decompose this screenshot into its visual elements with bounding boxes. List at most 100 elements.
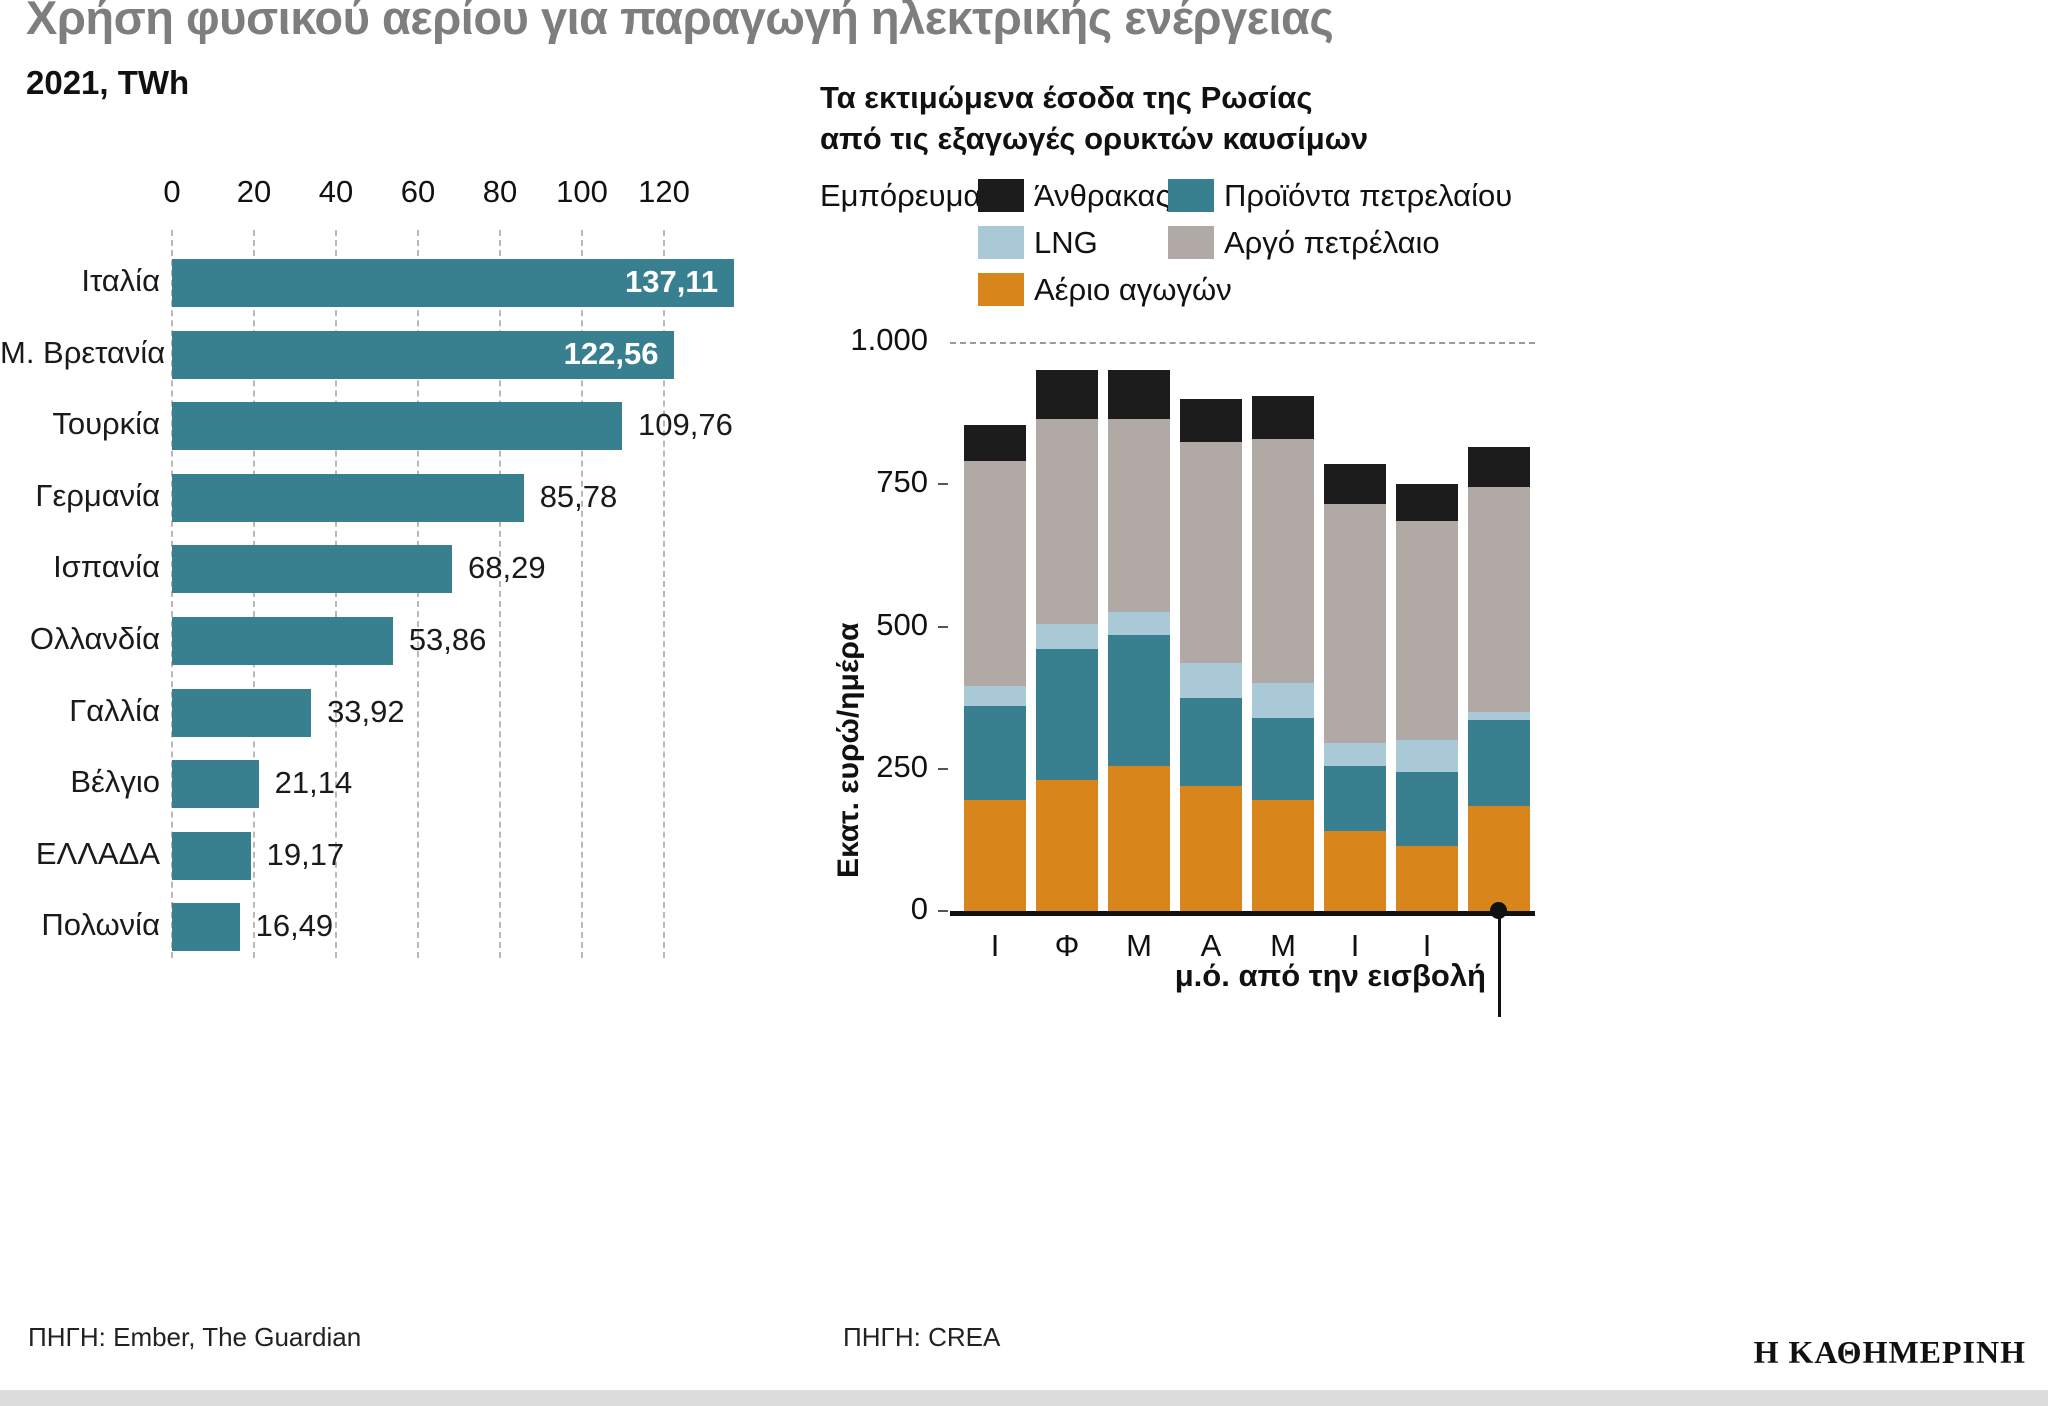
bar-value-label: 109,76 [638,407,733,443]
annotation-label: μ.ό. από την εισβολή [1174,958,1486,993]
stack-segment [1108,635,1170,766]
legend-title: Εμπόρευμα [820,178,982,213]
month-label: Ι [1350,928,1360,963]
y-tick-label: 500 [876,606,928,642]
legend-label: Προϊόντα πετρελαίου [1224,178,1513,213]
stack-segment [1468,447,1530,488]
x-tick-label: 20 [236,174,272,209]
bar-value-label: 21,14 [274,765,353,801]
stack-segment [1108,765,1170,911]
bar [172,831,251,880]
bar [172,903,240,952]
x-axis-line [950,911,1535,916]
bar-value-label: 85,78 [539,478,618,514]
x-gridline [171,230,173,958]
stack-segment [1252,683,1314,718]
stack-segment [1108,612,1170,636]
stack-segment [1396,521,1458,741]
legend: Εμπόρευμα Άνθρακας Προϊόντα πετρελαίου LNG… [820,176,1540,326]
stack-segment [1108,370,1170,419]
stack-segment [1396,740,1458,772]
legend-label: Άνθρακας [1034,178,1171,213]
page-subtitle: 2021, TWh [26,64,190,101]
stack-segment [964,706,1026,801]
stack-segment [1180,441,1242,664]
gridline-1000 [950,342,1535,344]
stack-segment [1036,623,1098,650]
x-tick-label: 100 [556,174,608,209]
bar-value-label: 33,92 [327,693,405,729]
kathimerini-logo: Η ΚΑΘΗΜΕΡΙΝΗ [1753,1334,2026,1370]
page-title: Χρήση φυσικού αερίου για παραγωγή ηλεκτρ… [26,0,1334,44]
month-label: Ι [1422,928,1432,963]
stack-segment [1180,697,1242,786]
country-label: Τουρκία [52,406,160,442]
annotation-line [1498,905,1501,1017]
bar [172,545,452,594]
stack-segment [1036,418,1098,624]
stack-segment [1180,785,1242,911]
stack-segment [1324,464,1386,505]
bar [172,259,735,307]
legend-swatch [978,179,1024,212]
stack-segment [964,800,1026,911]
bar-value-label: 53,86 [408,622,487,657]
stack-segment [1036,780,1098,911]
bar-value-label: 19,17 [266,836,345,872]
legend-swatch [978,226,1024,259]
x-gridline [581,230,583,958]
bar-value-label: 122,56 [563,335,659,371]
month-label: Μ [1126,928,1152,963]
x-gridline [253,230,255,958]
stack-segment [1252,800,1314,911]
bar-value-label: 16,49 [255,908,334,944]
x-gridline [499,230,501,958]
x-tick-label: 60 [400,174,436,209]
stack-segment [1396,484,1458,522]
x-tick-label: 40 [318,174,354,209]
stack-segment [964,424,1026,462]
stack-segment [1396,771,1458,846]
x-gridline [663,230,665,958]
legend-label: Αργό πετρέλαιο [1224,225,1440,260]
bar [172,330,675,379]
x-tick-label: 80 [482,174,518,209]
stack-segment [1036,370,1098,419]
country-label: Γερμανία [35,477,160,513]
month-label: Μ [1270,928,1296,963]
stack-segment [964,461,1026,687]
stack-segment [1468,711,1530,721]
x-gridline [335,230,337,958]
y-tick-label: 1.000 [850,322,928,357]
legend-swatch [1168,179,1214,212]
x-tick-label: 0 [163,174,181,209]
stack-segment [1324,831,1386,911]
legend-swatch [978,273,1024,306]
stack-segment [1468,720,1530,806]
month-label: Φ [1054,928,1080,963]
source-right: ΠΗΓΗ: CREA [843,1322,1001,1352]
stack-segment [1468,805,1530,911]
y-tick-label: 750 [876,464,928,500]
bar [172,402,623,451]
stack-segment [1252,717,1314,801]
stack-segment [1252,438,1314,684]
legend-row: Άνθρακας Προϊόντα πετρελαίου [820,176,1540,218]
footer-strip [0,1390,2048,1406]
y-tick-label: 250 [876,748,928,784]
stack-segment [964,686,1026,707]
stack-segment [1108,418,1170,613]
country-label: Πολωνία [41,907,160,943]
country-label: Ιταλία [81,263,160,298]
stack-segment [1180,398,1242,442]
stack-segment [1324,765,1386,832]
x-tick-label: 120 [638,174,690,209]
bar [172,760,259,809]
legend-row: LNG Αργό πετρέλαιο [820,223,1540,265]
month-label: Α [1200,928,1222,963]
bar [172,688,312,737]
stack-segment [1468,487,1530,712]
country-label: Ολλανδία [29,621,160,656]
